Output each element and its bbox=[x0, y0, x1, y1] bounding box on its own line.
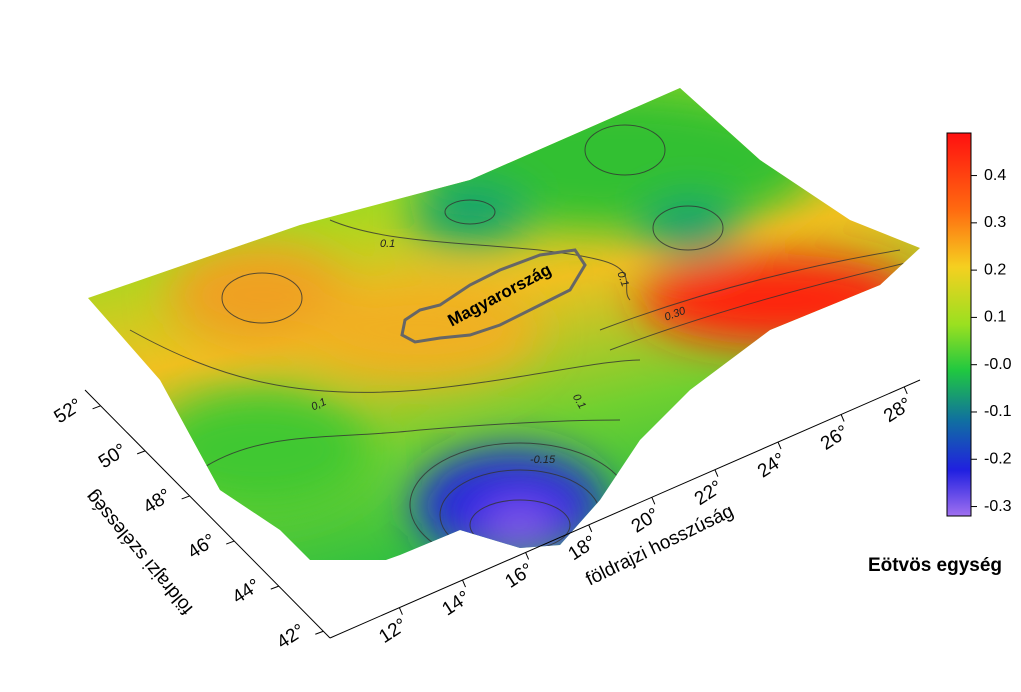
x-tick bbox=[840, 414, 845, 422]
surface bbox=[88, 88, 920, 568]
x-tick bbox=[588, 524, 593, 533]
x-tick bbox=[714, 469, 719, 477]
y-tick-label: 42° bbox=[273, 620, 309, 653]
colorbar-title: Eötvös egység bbox=[868, 555, 1002, 576]
x-axis-line bbox=[329, 379, 921, 639]
x-tick bbox=[398, 607, 403, 615]
x-tick-label: 26° bbox=[817, 421, 853, 454]
contour-label: 0,1 bbox=[309, 396, 328, 413]
colorbar-tick-label: -0.0 bbox=[984, 356, 1012, 373]
x-tick-label: 16° bbox=[502, 559, 538, 592]
y-tick bbox=[136, 450, 146, 455]
x-tick bbox=[462, 579, 466, 588]
y-axis-title: földrajzi szélesség bbox=[82, 486, 198, 618]
x-tick-label: 28° bbox=[880, 394, 916, 427]
y-tick bbox=[92, 405, 101, 410]
colorbar-tick-label: 0.2 bbox=[984, 261, 1006, 278]
y-tick-label: 52° bbox=[51, 395, 87, 428]
colorbar-tick-label: -0.3 bbox=[984, 498, 1012, 515]
x-tick bbox=[651, 497, 656, 505]
y-tick bbox=[181, 495, 190, 500]
x-tick-label: 24° bbox=[754, 449, 790, 482]
x-tick bbox=[525, 552, 530, 560]
colorbar-tick-label: -0.1 bbox=[984, 403, 1012, 420]
colorbar-tick-label: -0.2 bbox=[984, 450, 1012, 467]
y-tick bbox=[270, 585, 279, 590]
y-tick-label: 44° bbox=[229, 575, 265, 608]
colorbar-tick-label: 0.4 bbox=[984, 167, 1006, 184]
x-tick-label: 12° bbox=[375, 615, 411, 648]
colorbar bbox=[946, 132, 972, 517]
x-tick-label: 18° bbox=[565, 532, 601, 565]
y-tick-label: 46° bbox=[184, 530, 220, 563]
contour-label: -0.15 bbox=[530, 454, 556, 466]
x-tick-label: 14° bbox=[438, 587, 474, 620]
colorbar-tick-label: 0.1 bbox=[984, 309, 1006, 326]
x-tick bbox=[903, 386, 908, 395]
x-tick-label: 20° bbox=[628, 504, 664, 537]
y-tick-label: 48° bbox=[140, 485, 176, 518]
y-tick bbox=[226, 540, 235, 545]
contour-label: 0.1 bbox=[614, 270, 631, 288]
x-tick bbox=[777, 441, 782, 450]
x-axis-title: földrajzi hosszúság bbox=[583, 501, 737, 591]
y-tick bbox=[315, 630, 324, 635]
contour-label: 0.1 bbox=[380, 238, 395, 250]
y-tick-label: 50° bbox=[95, 440, 131, 473]
y-axis-line bbox=[84, 389, 331, 639]
colorbar-tick-label: 0.3 bbox=[984, 214, 1006, 231]
